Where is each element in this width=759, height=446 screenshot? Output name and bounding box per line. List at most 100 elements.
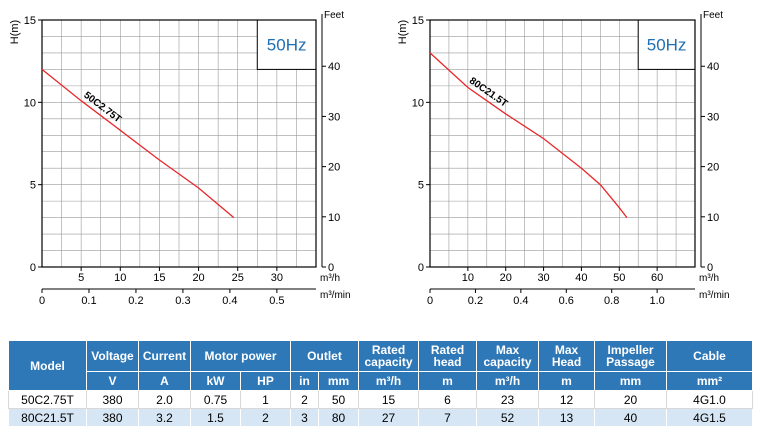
header-current: Current xyxy=(138,340,191,372)
x2-tick-label: 0.6 xyxy=(559,295,574,307)
cell-voltage: 380 xyxy=(86,408,139,427)
y2-tick-label: 40 xyxy=(707,61,719,73)
y-tick-label: 0 xyxy=(30,262,36,274)
unit-current: A xyxy=(138,371,191,391)
x2-axis-unit: m³/min xyxy=(699,290,730,301)
x2-tick-label: 0.3 xyxy=(175,295,190,307)
cell-voltage: 380 xyxy=(86,390,139,409)
cell-mm: 50 xyxy=(317,390,360,409)
x2-tick-label: 0.2 xyxy=(128,295,143,307)
x2-tick-label: 0.5 xyxy=(269,295,284,307)
cell-in: 3 xyxy=(290,408,319,427)
y-axis-label: H(m) xyxy=(397,20,409,44)
series-curve xyxy=(429,52,628,218)
cell-max-head: 12 xyxy=(538,390,596,409)
unit-in: in xyxy=(290,371,319,391)
header-cable: Cable xyxy=(666,340,754,372)
header-rated-capacity: Rated capacity xyxy=(358,340,420,372)
y2-tick-label: 0 xyxy=(328,262,334,274)
cell-rated-capacity: 15 xyxy=(358,390,420,409)
y2-tick-label: 10 xyxy=(328,212,340,224)
x-tick-label: 50 xyxy=(613,272,625,284)
cell-cable: 4G1.0 xyxy=(666,390,754,409)
y2-axis-label: Feet xyxy=(703,10,723,21)
header-model: Model xyxy=(8,340,87,391)
header-max-head: Max Head xyxy=(538,340,596,372)
cell-hp: 2 xyxy=(240,408,291,427)
cell-mm: 80 xyxy=(317,408,360,427)
unit-rated-head: m xyxy=(418,371,478,391)
header-max-capacity: Max capacity xyxy=(476,340,540,372)
cell-current: 3.2 xyxy=(138,408,191,427)
y-axis-label: H(m) xyxy=(9,20,21,44)
y2-tick-label: 0 xyxy=(707,262,713,274)
cell-current: 2.0 xyxy=(138,390,191,409)
x2-axis-unit: m³/min xyxy=(320,290,351,301)
cell-rated-head: 7 xyxy=(418,408,478,427)
x2-tick-label: 0.4 xyxy=(513,295,528,307)
plot-frame xyxy=(41,19,317,268)
x2-tick-label: 0.8 xyxy=(604,295,619,307)
x-tick-label: 10 xyxy=(462,272,474,284)
cell-max-head: 13 xyxy=(538,408,596,427)
x-tick-label: 20 xyxy=(500,272,512,284)
x-tick-label: 40 xyxy=(575,272,587,284)
x2-tick-label: 0.2 xyxy=(468,295,483,307)
table-row: 80C21.5T 380 3.2 1.5 2 3 80 27 7 52 13 4… xyxy=(8,408,754,427)
series-curve xyxy=(41,68,235,219)
y2-tick-label: 10 xyxy=(707,212,719,224)
unit-rated-capacity: m³/h xyxy=(358,371,420,391)
x-tick-label: 60 xyxy=(651,272,663,284)
cell-max-capacity: 52 xyxy=(476,408,540,427)
badge-box xyxy=(637,19,696,70)
y-tick-label: 10 xyxy=(24,97,36,109)
unit-max-head: m xyxy=(538,371,596,391)
x2-tick-label: 0.1 xyxy=(81,295,96,307)
y-tick-label: 5 xyxy=(418,180,424,192)
header-outlet: Outlet xyxy=(289,340,360,372)
cell-hp: 1 xyxy=(240,390,291,409)
unit-max-capacity: m³/h xyxy=(476,371,540,391)
y2-tick-label: 20 xyxy=(328,162,340,174)
y2-tick-label: 30 xyxy=(328,111,340,123)
unit-voltage: V xyxy=(86,371,139,391)
cell-cable: 4G1.5 xyxy=(666,408,754,427)
unit-impeller-passage: mm xyxy=(594,371,668,391)
unit-cable: mm² xyxy=(666,371,754,391)
cell-kw: 1.5 xyxy=(190,408,241,427)
badge-label: 50Hz xyxy=(267,36,307,55)
spec-table: Model Voltage Current Motor power Outlet… xyxy=(8,340,754,427)
header-rated-head: Rated head xyxy=(418,340,478,372)
cell-kw: 0.75 xyxy=(190,390,241,409)
header-impeller-passage: Impeller Passage xyxy=(594,340,668,372)
y-tick-label: 0 xyxy=(418,262,424,274)
x-tick-label: 5 xyxy=(78,272,84,284)
x-axis-unit: m³/h xyxy=(699,273,719,284)
x-tick-label: 30 xyxy=(271,272,283,284)
y2-tick-label: 40 xyxy=(328,61,340,73)
cell-max-capacity: 23 xyxy=(476,390,540,409)
unit-mm: mm xyxy=(317,371,360,391)
y-tick-label: 15 xyxy=(24,15,36,27)
y2-tick-label: 20 xyxy=(707,162,719,174)
cell-model: 80C21.5T xyxy=(8,408,87,427)
cell-impeller-passage: 40 xyxy=(594,408,668,427)
x2-tick-label: 0 xyxy=(39,295,45,307)
unit-hp: HP xyxy=(240,371,291,391)
cell-impeller-passage: 20 xyxy=(594,390,668,409)
plot-frame xyxy=(429,19,696,268)
y-tick-label: 10 xyxy=(412,97,424,109)
x-tick-label: 30 xyxy=(537,272,549,284)
header-motor-power: Motor power xyxy=(190,340,291,372)
y-tick-label: 5 xyxy=(30,180,36,192)
x-tick-label: 10 xyxy=(114,272,126,284)
cell-in: 2 xyxy=(290,390,319,409)
cell-rated-capacity: 27 xyxy=(358,408,420,427)
x-tick-label: 15 xyxy=(153,272,165,284)
unit-kw: kW xyxy=(190,371,241,391)
x2-tick-label: 0 xyxy=(427,295,433,307)
cell-rated-head: 6 xyxy=(418,390,478,409)
y-tick-label: 15 xyxy=(412,15,424,27)
y2-axis-label: Feet xyxy=(324,10,344,21)
